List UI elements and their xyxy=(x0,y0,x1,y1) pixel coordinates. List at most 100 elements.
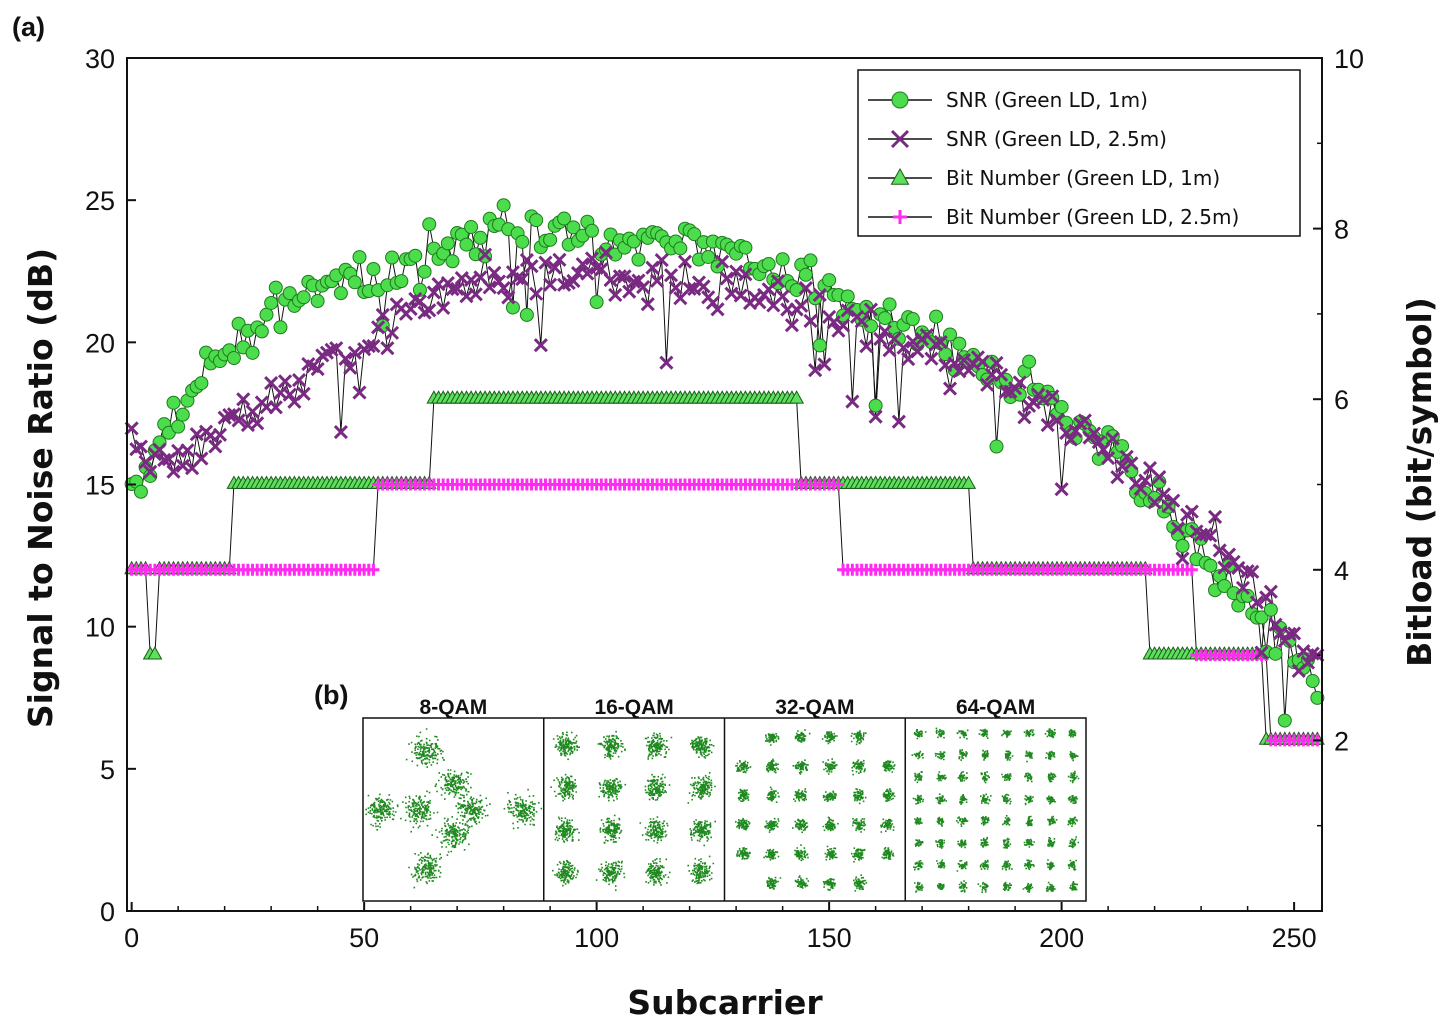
snr-2-5m-point xyxy=(580,266,595,281)
snr-2-5m-point xyxy=(775,289,790,304)
snr-2-5m-point xyxy=(133,439,149,454)
snr-2-5m-point xyxy=(547,260,562,275)
snr-2-5m-point xyxy=(1012,375,1027,390)
snr-1m-point xyxy=(589,295,604,310)
snr-1m-point xyxy=(1054,399,1069,414)
snr-2-5m-point xyxy=(933,335,948,350)
snr-1m-point xyxy=(543,232,558,247)
snr-2-5m-point xyxy=(1217,560,1232,575)
snr-1m-point xyxy=(761,257,776,272)
snr-1m-point xyxy=(333,286,348,301)
snr-2-5m-point xyxy=(738,267,753,282)
snr-2-5m-point xyxy=(371,320,386,335)
left-axis-ticks: 0 5 10 15 20 25 30 xyxy=(85,44,136,927)
snr-2-5m-point xyxy=(180,443,195,458)
snr-2-5m-line xyxy=(131,252,1318,672)
snr-2-5m-point xyxy=(812,287,827,302)
snr-2-5m-point xyxy=(710,302,725,317)
snr-2-5m-point xyxy=(1254,645,1269,660)
snr-2-5m-point xyxy=(798,280,813,296)
bitload-2-5m-point xyxy=(367,563,380,576)
snr-2-5m-point xyxy=(436,300,451,316)
snr-2-5m-point xyxy=(157,452,172,468)
snr-2-5m-point xyxy=(998,384,1013,399)
snr-2-5m-point xyxy=(612,269,627,284)
x-tick-label: 150 xyxy=(807,923,852,953)
x-tick-label: 200 xyxy=(1039,923,1084,953)
snr-2-5m-point xyxy=(1263,584,1278,599)
x-tick-label: 50 xyxy=(349,923,379,953)
snr-1m-point xyxy=(133,484,148,499)
snr-2-5m-point xyxy=(291,372,307,388)
snr-2-5m-point xyxy=(868,409,883,424)
snr-2-5m-point xyxy=(636,279,651,295)
snr-1m-point xyxy=(259,307,274,322)
snr-2-5m-point xyxy=(1175,551,1190,566)
snr-2-5m-point xyxy=(1268,617,1283,632)
snr-1m-point xyxy=(701,249,716,264)
snr-2-5m-point xyxy=(896,340,911,355)
bitload-2-5m-point xyxy=(1185,563,1198,576)
left-tick-label: 0 xyxy=(100,897,115,927)
snr-2-5m-point xyxy=(1287,626,1302,641)
left-tick-label: 10 xyxy=(85,613,115,643)
bitload-2-5m-point xyxy=(832,478,845,491)
snr-2-5m-point xyxy=(826,315,841,330)
legend-marker-circle xyxy=(891,91,909,109)
snr-1m-point xyxy=(515,234,530,249)
snr-1m-point xyxy=(445,254,460,269)
right-axis-ticks: 2 4 6 8 10 xyxy=(1313,44,1364,827)
snr-2-5m-point xyxy=(1096,442,1111,457)
snr-1m-point xyxy=(143,468,158,483)
snr-1m-point xyxy=(245,345,260,360)
snr-2-5m-point xyxy=(1091,435,1106,450)
snr-2-5m-point xyxy=(650,273,665,288)
snr-1m-point xyxy=(166,395,181,410)
snr-1m-point xyxy=(282,286,297,301)
snr-1m-point xyxy=(1022,354,1037,369)
snr-2-5m-point xyxy=(659,355,674,370)
snr-2-5m-point xyxy=(268,400,283,415)
right-tick-label: 4 xyxy=(1334,556,1349,586)
snr-1m-point xyxy=(877,311,892,326)
snr-2-5m-point xyxy=(873,331,888,347)
constellation-label: 64-QAM xyxy=(956,696,1035,719)
legend: SNR (Green LD, 1m) SNR (Green LD, 2.5m) Bi… xyxy=(857,69,1301,237)
snr-2-5m-point xyxy=(803,313,818,328)
snr-2-5m-point xyxy=(468,287,483,302)
snr-2-5m-point xyxy=(1124,456,1139,471)
snr-1m-point xyxy=(464,220,479,235)
left-tick-label: 5 xyxy=(100,755,115,785)
left-axis-label: Signal to Noise Ratio (dB) xyxy=(21,248,60,728)
snr-2-5m-point xyxy=(836,318,851,333)
snr-2-5m-point xyxy=(496,281,511,296)
snr-2-5m-point xyxy=(222,407,237,423)
snr-2-5m-point xyxy=(445,282,460,297)
snr-2-5m-point xyxy=(347,345,362,360)
snr-1m-point xyxy=(557,211,572,226)
snr-2-5m-point xyxy=(296,386,311,401)
snr-2-5m-point xyxy=(1035,392,1051,407)
snr-1m-point xyxy=(273,320,288,335)
left-tick-label: 15 xyxy=(85,471,115,501)
snr-2-5m-point xyxy=(338,351,353,366)
snr-2-5m-point xyxy=(719,271,734,286)
snr-2-5m-point xyxy=(640,297,655,312)
snr-2-5m-point xyxy=(529,286,544,301)
snr-2-5m-point xyxy=(208,439,223,454)
right-tick-label: 8 xyxy=(1334,215,1349,245)
bitload-1m-point xyxy=(147,646,163,660)
left-tick-label: 20 xyxy=(85,328,115,358)
snr-2-5m-point xyxy=(859,339,874,354)
snr-2-5m-point xyxy=(1198,527,1213,542)
snr-1m-point xyxy=(496,198,511,213)
snr-2-5m-point xyxy=(808,363,823,378)
legend-label: SNR (Green LD, 1m) xyxy=(946,88,1148,112)
snr-2-5m-point xyxy=(603,273,618,288)
snr-1m-point xyxy=(1217,579,1232,594)
snr-2-5m-point xyxy=(333,424,348,440)
snr-1m-point xyxy=(803,253,818,268)
snr-1m-point xyxy=(264,295,279,310)
snr-1m-point xyxy=(1105,429,1120,444)
snr-2-5m-point xyxy=(375,307,390,323)
